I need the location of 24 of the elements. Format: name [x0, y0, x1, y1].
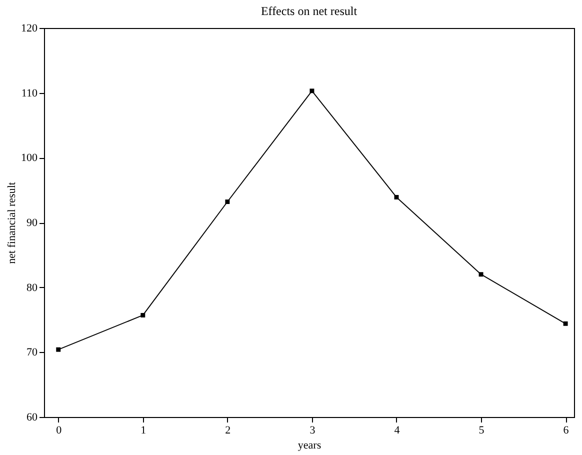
point — [563, 321, 568, 326]
x-tick-label: 3 — [310, 424, 316, 436]
y-tick-label: 120 — [21, 22, 38, 34]
point — [56, 347, 61, 352]
point — [394, 194, 399, 200]
y-tick-label: 90 — [26, 217, 38, 229]
y-tick-label: 70 — [26, 346, 38, 359]
point — [478, 272, 484, 277]
y-tick-label: 60 — [26, 412, 38, 424]
x-axis-title: years — [298, 440, 322, 452]
y-tick-label: 110 — [21, 87, 38, 100]
x-tick-label: 0 — [56, 424, 62, 436]
y-tick-label: 100 — [21, 152, 38, 164]
point — [310, 88, 314, 94]
x-tick-label: 6 — [563, 424, 570, 436]
x-tick-label: 5 — [478, 424, 485, 436]
point — [140, 312, 146, 318]
x-tick-label: 4 — [394, 424, 400, 436]
x-tick-label: 2 — [225, 424, 231, 436]
chart-title: Effects on net result — [260, 4, 358, 18]
x-tick-label: 1 — [140, 424, 146, 436]
y-axis-title: net financial result — [6, 182, 18, 264]
point — [225, 200, 230, 204]
y-tick-label: 80 — [26, 282, 38, 294]
